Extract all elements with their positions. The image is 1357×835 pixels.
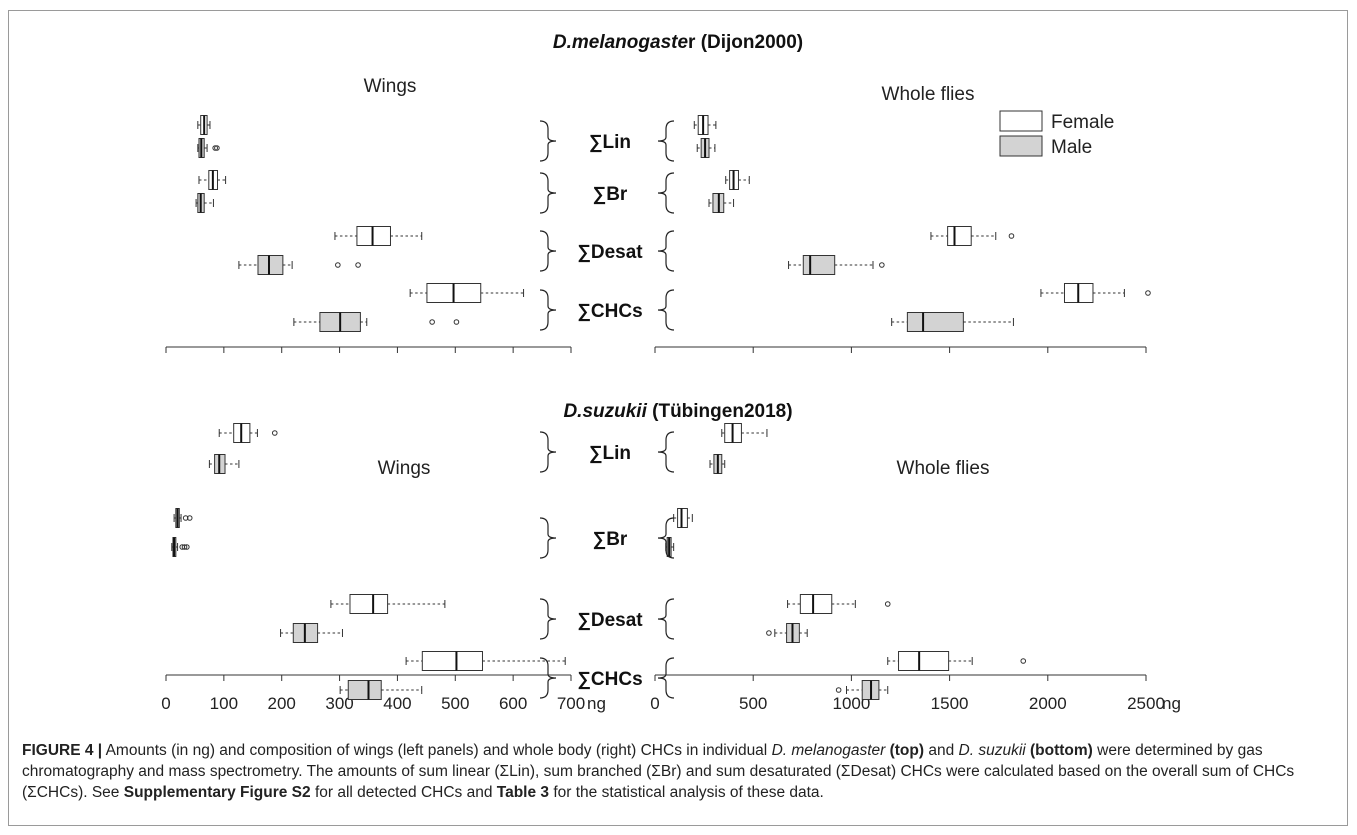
panel-bottom-brace-right-br [657,517,675,559]
panel-bottom-whole-flies-desat-female-outlier [884,601,891,607]
panel-top-wings-chcs-male-outlier [453,319,460,325]
panel-bottom-brace-left-chcs [539,657,557,699]
panel-top-wings-desat-male-box [257,255,284,275]
panel-bottom-wings-desat-female-box [349,594,389,614]
panel-bottom-wings-x-axis-tick-label: 400 [383,694,411,713]
panel-top-whole-flies-desat-male-outlier [879,262,885,268]
panel-bottom-category-label-br: ∑Br [593,529,628,550]
panel-bottom-category-label-desat: ∑Desat [577,610,643,631]
panel-bottom-title: D.suzukii (Tübingen2018) [563,401,792,422]
panel-bottom-whole-flies-x-axis-tick-label: 2000 [1029,694,1067,713]
panel-top-whole-flies-label: Whole flies [882,84,975,105]
panel-top-wings-desat-male-outlier [355,262,361,268]
panel-bottom-whole-flies-desat-female-box [799,594,833,614]
panel-bottom-category-label-chcs: ∑CHCs [577,669,642,690]
caption-text: were determined by gas chromatography an… [22,742,1295,801]
panel-top-title: D.melanogaster (Dijon2000) [553,32,803,53]
panel-bottom-whole-flies-chcs-female-outlier [1020,658,1027,664]
caption-text: for all detected CHCs and [310,784,497,801]
legend-swatch-male [999,135,1043,157]
panel-top-whole-flies-desat-female-box [947,226,972,246]
panel-bottom-wings-chcs-male-box [347,680,382,700]
panel-top-brace-left-br [539,172,557,214]
panel-top-category-label-br: ∑Br [593,184,628,205]
panel-bottom-brace-right-desat [657,598,675,640]
panel-top-whole-flies-desat-male-box [802,255,836,275]
panel-top-category-label-lin: ∑Lin [589,132,631,153]
panel-bottom-wings-label: Wings [378,458,431,479]
panel-bottom-wings-x-axis-tick-label: 500 [441,694,469,713]
panel-top-wings-desat-male-outlier [335,262,341,268]
legend-label-male: Male [1051,137,1092,158]
caption-text: (top) [889,742,925,759]
panel-top-brace-left-lin [539,120,557,162]
legend-label-female: Female [1051,112,1114,133]
panel-bottom-wings-lin-female-outlier [271,430,278,436]
panel-bottom-brace-left-lin [539,431,557,473]
panel-bottom-whole-flies-label: Whole flies [897,458,990,479]
panel-bottom-wings-x-axis-tick-label: 0 [161,694,170,713]
panel-top-brace-right-chcs [657,289,675,331]
panel-bottom-wings-x-axis-tick-label: 200 [268,694,296,713]
panel-bottom-whole-flies-x-axis-tick-label: 1000 [832,694,870,713]
caption-text: D. suzukii [958,742,1026,759]
panel-bottom-wings-x-axis-unit: ng [587,694,606,713]
panel-top-wings-desat-female-box [356,226,391,246]
panel-top-category-label-desat: ∑Desat [577,242,643,263]
caption-text: (bottom) [1030,742,1093,759]
panel-top-brace-right-lin [657,120,675,162]
panel-top-brace-left-desat [539,230,557,272]
panel-bottom-wings-br-female-outlier [182,515,189,521]
panel-bottom-whole-flies-x-axis-unit: ng [1162,694,1181,713]
panel-bottom-wings-br-male-outlier [181,544,188,550]
panel-top-wings-chcs-male-outlier [429,319,435,325]
caption-text: D. melanogaster [771,742,886,759]
panel-bottom-whole-flies-chcs-female-box [898,651,950,671]
panel-top-category-label-chcs: ∑CHCs [577,301,642,322]
panel-top-whole-flies-chcs-male-box [906,312,964,332]
panel-top-wings-lin-male-outlier [214,145,220,151]
legend-swatch-female [999,110,1043,132]
panel-bottom-brace-right-lin [657,431,675,473]
panel-top-wings-label: Wings [364,76,417,97]
panel-bottom-whole-flies-desat-male-outlier [766,630,772,636]
panel-bottom-category-label-lin: ∑Lin [589,443,631,464]
figure-caption: FIGURE 4 | Amounts (in ng) and compositi… [22,740,1342,803]
caption-figure-label: FIGURE 4 | [22,742,103,759]
boxplot-figure: D.melanogaster (Dijon2000) Wings Whole fli… [161,32,1181,713]
panel-top-whole-flies-chcs-female-outlier [1145,290,1151,296]
panel-top-brace-right-br [657,172,675,214]
panel-bottom-whole-flies-x-axis-tick-label: 500 [739,694,767,713]
panel-bottom-wings-x-axis-tick-label: 600 [499,694,527,713]
panel-bottom-brace-left-desat [539,598,557,640]
panel-bottom-wings-x-axis-tick-label: 300 [325,694,353,713]
figure-frame [8,10,1348,826]
panel-bottom-whole-flies-x-axis-tick-label: 2500 [1127,694,1165,713]
caption-text: Supplementary Figure S2 [123,784,311,801]
panel-top-brace-left-chcs [539,289,557,331]
panel-bottom-wings-br-male-outlier [184,544,190,550]
caption-text: and [924,742,959,759]
panel-bottom-whole-flies-x-axis-tick-label: 1500 [931,694,969,713]
panel-bottom-whole-flies-x-axis-tick-label: 0 [650,694,659,713]
panel-bottom-wings-chcs-female-box [421,651,483,671]
panel-top-brace-right-desat [657,230,675,272]
caption-text: for the statistical analysis of these da… [549,784,824,801]
panel-bottom-wings-x-axis-tick-label: 100 [210,694,238,713]
panel-bottom-brace-left-br [539,517,557,559]
panel-top-whole-flies-desat-female-outlier [1008,233,1015,239]
panel-bottom-wings-br-female-outlier [186,515,193,521]
caption-text: Table 3 [496,784,550,801]
panel-bottom-wings-x-axis-tick-label: 700 [557,694,585,713]
caption-text: Amounts (in ng) and composition of wings… [102,742,772,759]
panel-bottom-whole-flies-chcs-male-outlier [835,687,842,693]
panel-bottom-brace-right-chcs [657,657,675,699]
panel-top-wings-lin-male-outlier [212,145,218,151]
